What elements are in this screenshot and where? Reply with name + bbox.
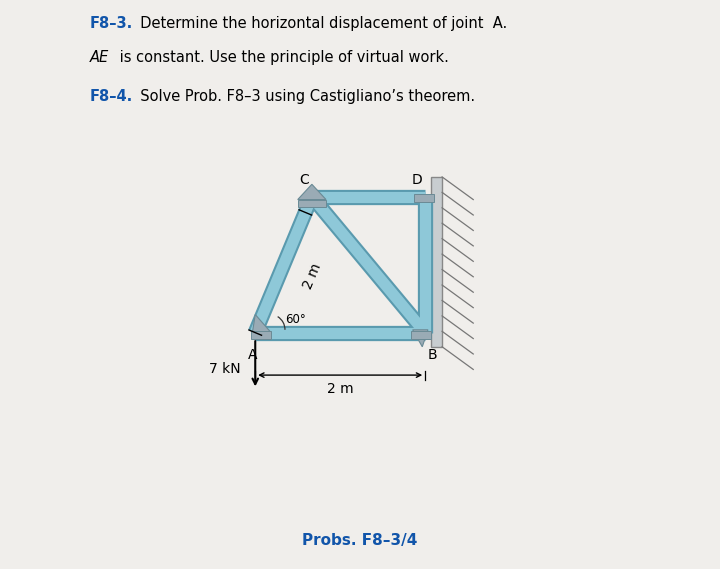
- Polygon shape: [297, 184, 326, 200]
- Text: 7 kN: 7 kN: [210, 362, 241, 377]
- Polygon shape: [253, 315, 271, 333]
- Text: F8–3.: F8–3.: [89, 15, 132, 31]
- Text: 2 m: 2 m: [301, 262, 324, 292]
- Text: Solve Prob. F8–3 using Castigliano’s theorem.: Solve Prob. F8–3 using Castigliano’s the…: [131, 89, 474, 104]
- Text: Determine the horizontal displacement of joint  A.: Determine the horizontal displacement of…: [131, 15, 507, 31]
- Text: B: B: [428, 348, 437, 362]
- Bar: [411, 332, 431, 340]
- Text: C: C: [300, 172, 309, 187]
- Text: AE: AE: [89, 50, 109, 64]
- Bar: [431, 177, 442, 347]
- Text: 2 m: 2 m: [327, 382, 354, 396]
- Text: A: A: [248, 348, 257, 362]
- Bar: [414, 195, 433, 203]
- Text: 60°: 60°: [285, 313, 306, 326]
- Bar: [297, 200, 326, 207]
- Polygon shape: [413, 330, 428, 347]
- Text: D: D: [412, 172, 423, 187]
- Text: F8–4.: F8–4.: [89, 89, 132, 104]
- Bar: [251, 332, 271, 340]
- Text: is constant. Use the principle of virtual work.: is constant. Use the principle of virtua…: [115, 50, 449, 64]
- Text: Probs. F8–3/4: Probs. F8–3/4: [302, 533, 418, 548]
